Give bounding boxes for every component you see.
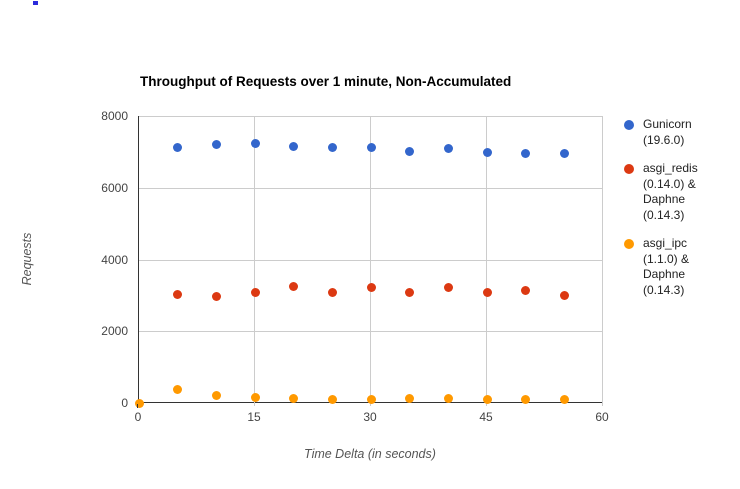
data-point <box>366 143 376 153</box>
legend-item-asgi-ipc: asgi_ipc (1.1.0) & Daphne (0.14.3) <box>624 236 736 298</box>
data-point <box>250 393 260 403</box>
data-point <box>521 394 531 404</box>
series-marker-blue-icon <box>624 120 634 130</box>
data-point <box>482 287 492 297</box>
x-tick-label: 30 <box>363 410 377 424</box>
x-axis-tick <box>137 404 138 408</box>
x-axis-title: Time Delta (in seconds) <box>304 447 436 461</box>
chart-title: Throughput of Requests over 1 minute, No… <box>140 74 512 89</box>
legend-label: asgi_ipc (1.1.0) & Daphne (0.14.3) <box>643 236 690 297</box>
data-point <box>327 394 337 404</box>
series-marker-orange-icon <box>624 239 634 249</box>
series-marker-red-icon <box>624 164 634 174</box>
data-point <box>211 291 221 301</box>
legend-label: asgi_redis (0.14.0) & Daphne (0.14.3) <box>643 161 698 222</box>
x-tick-label: 60 <box>595 410 609 424</box>
data-point <box>211 391 221 401</box>
data-point <box>289 281 299 291</box>
list-bullet <box>33 1 38 5</box>
data-point <box>173 142 183 152</box>
data-point <box>443 282 453 292</box>
y-tick-label: 8000 <box>101 109 128 123</box>
data-point <box>134 398 144 408</box>
data-point <box>366 394 376 404</box>
data-point <box>327 288 337 297</box>
x-tick-label: 0 <box>134 410 142 424</box>
legend-label: Gunicorn (19.6.0) <box>643 117 692 147</box>
data-point <box>211 140 221 150</box>
data-point <box>250 288 260 298</box>
data-point <box>173 290 183 300</box>
v-gridline <box>602 116 603 406</box>
data-point <box>559 290 569 300</box>
legend-item-asgi-redis: asgi_redis (0.14.0) & Daphne (0.14.3) <box>624 161 736 223</box>
y-tick-label: 0 <box>121 396 128 410</box>
y-tick-label: 4000 <box>101 252 128 267</box>
y-axis-title: Requests <box>20 232 34 286</box>
data-point <box>443 143 453 153</box>
data-point <box>521 286 531 296</box>
data-point <box>482 394 492 404</box>
y-tick-label: 2000 <box>101 324 128 339</box>
x-tick-label: 45 <box>479 410 493 424</box>
data-point <box>327 142 337 152</box>
data-point <box>521 148 531 158</box>
data-point <box>173 384 183 394</box>
data-point <box>289 142 299 152</box>
v-gridline <box>486 116 487 406</box>
v-gridline <box>370 116 371 406</box>
plot-area <box>134 116 603 408</box>
data-point <box>405 287 415 297</box>
legend: Gunicorn (19.6.0) asgi_redis (0.14.0) & … <box>624 117 736 298</box>
data-point <box>559 395 569 405</box>
data-point <box>559 149 569 159</box>
y-tick-label: 6000 <box>101 180 128 195</box>
v-gridline <box>254 116 255 406</box>
data-point <box>366 282 376 292</box>
data-point <box>289 394 299 404</box>
x-tick-label: 15 <box>247 410 261 424</box>
data-point <box>482 147 492 157</box>
data-point <box>405 147 415 157</box>
legend-item-gunicorn: Gunicorn (19.6.0) <box>624 117 736 148</box>
data-point <box>250 139 260 149</box>
data-point <box>443 393 453 403</box>
data-point <box>405 393 415 403</box>
